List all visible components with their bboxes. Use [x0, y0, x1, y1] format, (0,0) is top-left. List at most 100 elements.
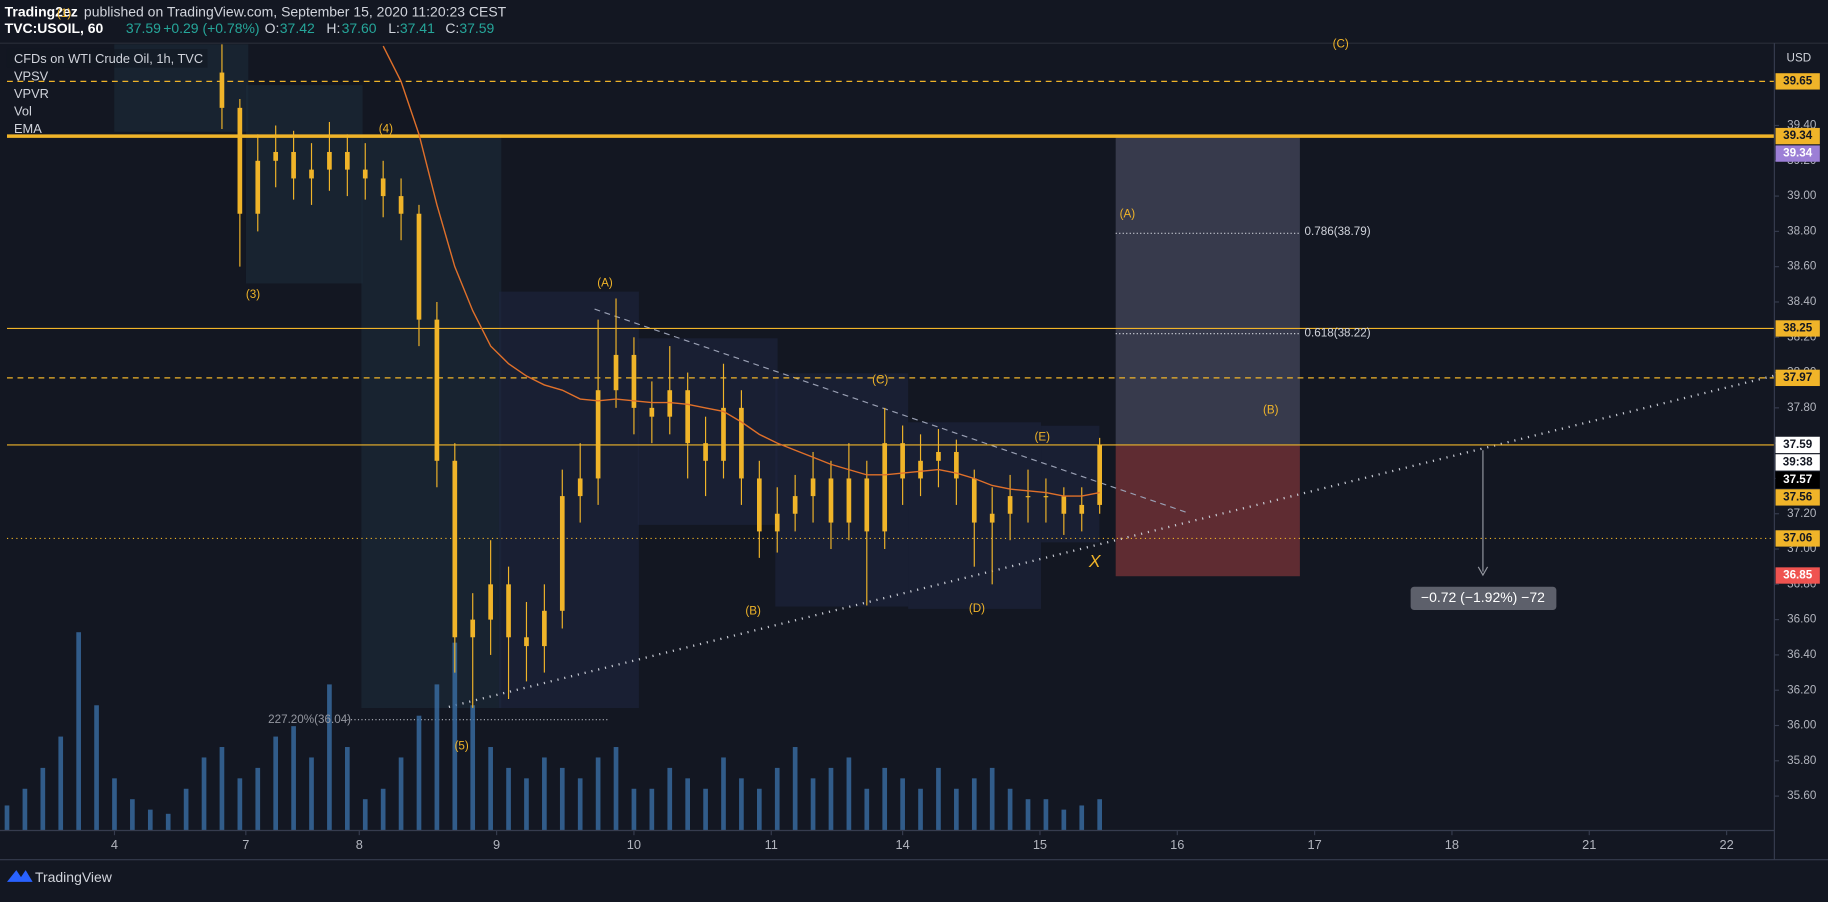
x-tick-label: 15 — [1033, 837, 1047, 852]
legend-item[interactable]: VPSV — [14, 68, 49, 83]
candle-body — [219, 72, 225, 108]
volume-bar — [380, 788, 386, 831]
volume-bar — [22, 788, 28, 831]
candle-body — [452, 460, 458, 638]
candle-body — [559, 496, 565, 611]
candle-body — [237, 107, 243, 214]
candle-body — [721, 407, 726, 461]
fib-label: 0.618(38.22) — [1305, 327, 1371, 340]
volume-bar — [183, 788, 189, 831]
candle-body — [380, 178, 386, 197]
wave-label: (A) — [1120, 208, 1136, 221]
volume-bar — [667, 767, 673, 831]
volume-bar — [1079, 805, 1085, 831]
price-tag — [1775, 567, 1820, 584]
measure-label: −0.72 (−1.92%) −72 — [1421, 589, 1545, 605]
volume-bar — [846, 757, 852, 831]
volume-bar — [774, 767, 780, 831]
volume-bar — [685, 778, 691, 831]
c: 37.59 — [459, 20, 494, 36]
wave-label: (3) — [246, 288, 260, 301]
x-tick-label: 9 — [493, 837, 500, 852]
candle-body — [327, 151, 332, 170]
y-tick-label: 36.60 — [1787, 613, 1817, 626]
y-tick-label: 38.80 — [1787, 224, 1817, 237]
volume-bar — [506, 767, 511, 831]
wave-label: (5) — [455, 740, 469, 753]
volume-bar — [398, 757, 404, 831]
wave-label: (E) — [1034, 430, 1050, 443]
wave-label: (1) — [57, 7, 71, 20]
y-tick-label: 37.20 — [1787, 507, 1817, 520]
volume-bar — [58, 736, 64, 831]
price-tag — [1775, 127, 1820, 145]
price-tag-label: 37.56 — [1783, 490, 1813, 503]
volume-bar — [828, 767, 834, 831]
price-tag-label: 37.59 — [1783, 438, 1813, 451]
legend-item[interactable]: EMA — [14, 121, 42, 136]
candle-body — [810, 478, 816, 497]
volume-bar — [882, 767, 888, 831]
x-tick-label: 8 — [356, 837, 363, 852]
candle-body — [685, 390, 691, 444]
x-tick-label: 18 — [1445, 837, 1459, 852]
volume-bar — [165, 813, 171, 831]
volume-bar — [488, 747, 493, 831]
volume-bar — [345, 747, 350, 831]
volume-bar — [649, 788, 655, 831]
legend-item[interactable]: VPVR — [14, 86, 49, 101]
volume-bar — [4, 805, 10, 831]
x-tick-label: 17 — [1307, 837, 1321, 852]
session-box — [498, 291, 639, 709]
volume-bar — [201, 757, 207, 831]
candle-body — [936, 451, 941, 461]
candle-body — [488, 584, 493, 620]
candle-body — [1007, 496, 1013, 514]
measure-box — [1410, 586, 1557, 611]
volume-bar — [703, 788, 708, 831]
price-tag-label: 37.57 — [1783, 473, 1812, 486]
volume-bar — [147, 809, 153, 831]
volume-bar — [1061, 809, 1067, 831]
wave-label: X — [1088, 551, 1102, 571]
c-label: C: — [445, 20, 459, 36]
volume-bar — [40, 767, 46, 831]
volume-bar — [989, 767, 995, 831]
volume-bar — [416, 715, 422, 831]
volume-bar — [1043, 799, 1049, 831]
candle-body — [595, 390, 601, 479]
candle-body — [631, 354, 637, 408]
volume-bar — [810, 778, 816, 831]
x-tick-label: 21 — [1582, 837, 1596, 852]
session-boxes — [114, 44, 1100, 709]
candle-body — [1025, 496, 1031, 498]
wave-label: (B) — [1263, 404, 1279, 417]
volume-bar — [434, 684, 440, 831]
x-tick-label: 4 — [111, 837, 118, 852]
candle-body — [703, 443, 708, 461]
candle-body — [971, 478, 977, 523]
change: +0.29 (+0.78%) — [163, 20, 259, 36]
candle-body — [846, 478, 852, 523]
last: 37.59 — [126, 20, 161, 36]
l: 37.41 — [400, 20, 435, 36]
volume-bar — [219, 747, 225, 831]
candle-body — [470, 619, 476, 638]
logo: TradingView — [6, 869, 113, 885]
candle-body — [900, 443, 905, 479]
volume-bar — [542, 757, 547, 831]
volume-bar — [971, 778, 977, 831]
volume-bar — [362, 799, 368, 831]
wave-label: (D) — [969, 602, 985, 615]
legend-item[interactable]: Vol — [14, 103, 32, 118]
volume-bar — [721, 757, 726, 831]
author: Trading2ez — [5, 4, 78, 20]
o: 37.42 — [280, 20, 315, 36]
currency[interactable]: USD — [1787, 51, 1812, 64]
candle-body — [273, 151, 279, 161]
session-box — [361, 134, 502, 709]
volume-bar — [792, 747, 798, 831]
fib-label: 0.786(38.79) — [1305, 225, 1371, 238]
candle-body — [434, 319, 440, 461]
